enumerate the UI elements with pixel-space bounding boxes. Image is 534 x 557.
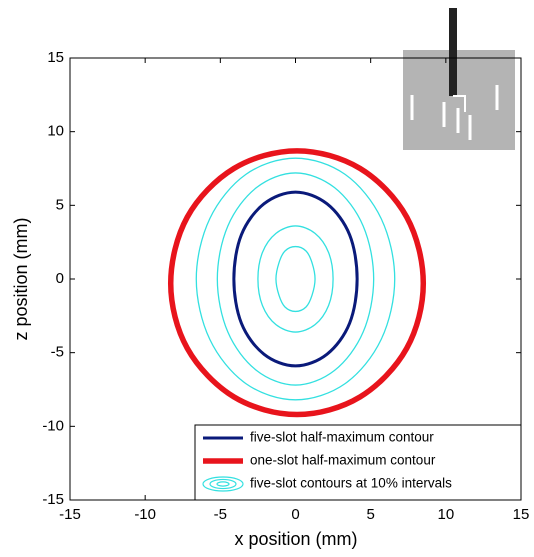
contour-line [195,157,396,401]
x-tick-label: 15 [513,506,530,523]
legend-box [194,424,522,501]
legend-label: five-slot contours at 10% intervals [250,476,452,491]
x-tick-label: 0 [291,506,299,523]
y-axis-label: z position (mm) [11,217,31,340]
x-tick-label: -15 [59,506,81,523]
legend-label: five-slot half-maximum contour [250,430,434,445]
legend: five-slot half-maximum contour one-slot h… [194,424,522,501]
y-tick-label: 0 [56,270,64,287]
y-tick-label: 5 [56,196,64,213]
legend-swatch [202,476,244,492]
y-tick-label: 15 [47,49,64,66]
x-tick-label: -5 [214,506,227,523]
x-tick-label: -10 [134,506,156,523]
inset-wire [453,95,466,112]
y-tick-label: -5 [51,344,64,361]
legend-swatch [216,481,230,487]
legend-label: one-slot half-maximum contour [250,453,436,468]
y-tick-label: -10 [42,417,64,434]
contour-line [167,148,427,418]
contour-line [232,190,359,368]
y-tick-label: -15 [42,491,64,508]
inset-probe [449,8,457,96]
y-tick-label: 10 [47,123,64,140]
x-tick-label: 5 [366,506,374,523]
x-axis-label: x position (mm) [234,529,357,549]
x-tick-label: 10 [437,506,454,523]
legend-swatch [209,478,237,490]
inset-diagram [403,8,515,150]
